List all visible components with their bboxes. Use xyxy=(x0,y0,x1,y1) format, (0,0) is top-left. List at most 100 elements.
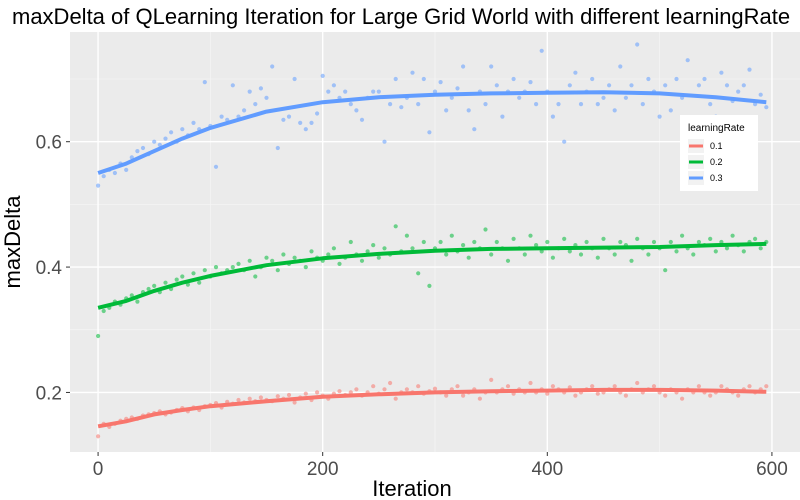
data-point xyxy=(747,239,752,245)
data-point xyxy=(753,390,758,395)
data-point xyxy=(657,246,662,251)
data-point xyxy=(545,391,550,396)
data-point xyxy=(146,286,151,292)
data-point xyxy=(388,102,393,107)
data-point xyxy=(359,258,365,263)
data-point xyxy=(163,280,168,285)
legend-label: 0.1 xyxy=(710,141,723,151)
data-point xyxy=(157,290,162,295)
data-point xyxy=(640,390,645,395)
data-point xyxy=(635,380,640,386)
data-point xyxy=(427,130,432,135)
data-point xyxy=(758,246,763,251)
data-point xyxy=(741,83,746,88)
data-point xyxy=(595,255,600,260)
data-point xyxy=(337,95,342,100)
data-point xyxy=(623,95,629,100)
data-point xyxy=(612,384,617,389)
data-point xyxy=(753,102,758,107)
data-point xyxy=(545,89,550,94)
data-point xyxy=(152,283,157,288)
data-point xyxy=(764,384,769,389)
data-point xyxy=(668,387,673,392)
data-point xyxy=(427,389,432,394)
data-point xyxy=(174,277,179,282)
data-point xyxy=(427,283,432,288)
data-point xyxy=(359,393,365,398)
data-point xyxy=(562,236,567,241)
data-point xyxy=(730,233,735,238)
data-point xyxy=(562,390,567,395)
data-point xyxy=(635,42,640,47)
data-point xyxy=(112,299,117,304)
data-point xyxy=(275,268,280,273)
data-point xyxy=(365,390,370,395)
data-point xyxy=(152,139,157,144)
data-point xyxy=(556,102,561,107)
data-point xyxy=(286,261,292,266)
data-point xyxy=(539,48,544,53)
data-point xyxy=(275,394,280,399)
data-point xyxy=(528,233,533,238)
data-point xyxy=(747,67,752,72)
data-point xyxy=(315,390,320,395)
data-point xyxy=(680,396,685,401)
data-point xyxy=(646,76,651,82)
data-point xyxy=(713,390,718,395)
data-point xyxy=(208,402,213,408)
chart-title: maxDelta of QLearning Iteration for Larg… xyxy=(12,4,790,29)
data-point xyxy=(230,401,235,406)
y-axis-title: maxDelta xyxy=(0,195,25,289)
data-point xyxy=(730,98,735,104)
data-point xyxy=(388,380,393,386)
data-point xyxy=(736,393,741,398)
data-point xyxy=(562,139,567,144)
data-point xyxy=(449,387,454,392)
data-point xyxy=(494,83,499,88)
data-point xyxy=(685,58,690,63)
data-point xyxy=(225,117,230,122)
data-point xyxy=(590,76,595,82)
data-point xyxy=(107,167,112,172)
data-point xyxy=(556,387,561,392)
data-point xyxy=(247,396,252,401)
data-point xyxy=(315,255,320,260)
data-point xyxy=(651,239,657,245)
data-point xyxy=(595,102,600,107)
data-point xyxy=(736,243,741,248)
data-point xyxy=(236,397,241,403)
data-point xyxy=(691,390,696,395)
data-point xyxy=(169,130,174,135)
data-point xyxy=(724,83,730,88)
data-point xyxy=(124,416,129,421)
data-point xyxy=(326,89,331,94)
data-point xyxy=(708,393,713,398)
data-point xyxy=(713,249,718,254)
data-point xyxy=(646,252,651,257)
data-point xyxy=(764,239,769,245)
data-point xyxy=(567,249,572,254)
data-point xyxy=(511,391,516,396)
data-point xyxy=(118,161,123,166)
data-point xyxy=(590,384,595,389)
data-point xyxy=(348,239,353,245)
data-point xyxy=(646,387,651,392)
data-point xyxy=(640,246,645,251)
y-tick-label: 0.2 xyxy=(36,383,62,404)
data-point xyxy=(247,89,252,94)
data-point xyxy=(354,387,359,392)
data-point xyxy=(242,108,247,113)
data-point xyxy=(477,396,482,401)
data-point xyxy=(758,92,763,97)
data-point xyxy=(584,387,589,392)
data-point xyxy=(539,249,544,254)
data-point xyxy=(534,102,539,107)
data-point xyxy=(303,127,308,132)
data-point xyxy=(281,117,286,122)
data-point xyxy=(354,252,359,257)
data-point xyxy=(309,397,314,403)
data-point xyxy=(292,76,297,82)
data-point xyxy=(230,83,235,88)
data-point xyxy=(376,391,381,396)
data-point xyxy=(320,258,325,263)
